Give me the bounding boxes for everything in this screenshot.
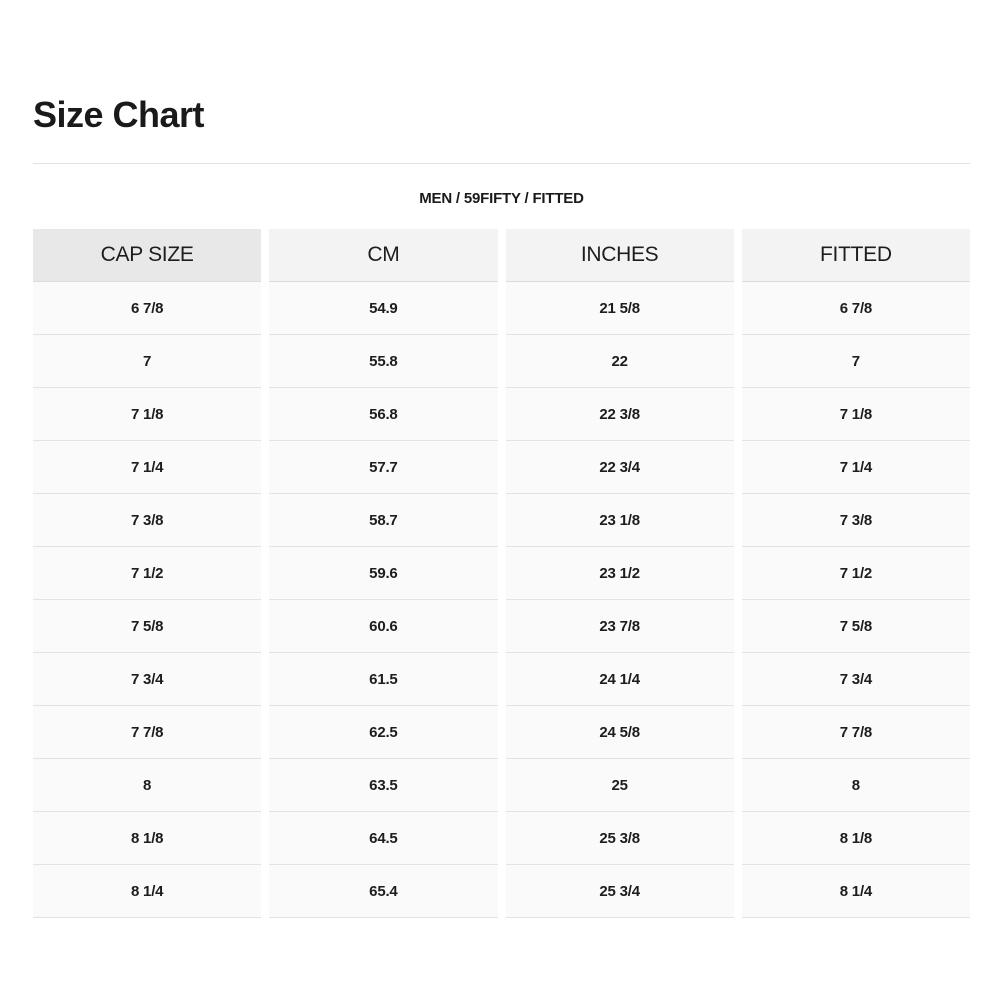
table-row: 7 3/4 61.5 24 1/4 7 3/4 [33,653,970,706]
table-cell: 7 3/4 [741,653,970,706]
size-table-body: 6 7/8 54.9 21 5/8 6 7/8 7 55.8 22 7 7 1/8 56.8 22 … [33,282,970,918]
header-row: CAP SIZE CM INCHES FITTED [33,229,970,282]
table-cell: 57.7 [269,441,498,494]
table-cell: 22 [505,335,734,388]
table-cell: 8 [33,759,262,812]
table-cell: 7 [741,335,970,388]
column-header: INCHES [505,229,734,282]
table-cell: 56.8 [269,388,498,441]
table-cell: 58.7 [269,494,498,547]
table-cell: 7 1/8 [33,388,262,441]
table-cell: 24 5/8 [505,706,734,759]
title-divider [33,163,970,164]
table-row: 7 1/4 57.7 22 3/4 7 1/4 [33,441,970,494]
table-row: 7 5/8 60.6 23 7/8 7 5/8 [33,600,970,653]
table-cell: 7 3/4 [33,653,262,706]
table-cell: 7 5/8 [741,600,970,653]
table-cell: 8 1/8 [741,812,970,865]
table-cell: 7 5/8 [33,600,262,653]
table-cell: 60.6 [269,600,498,653]
table-cell: 25 3/8 [505,812,734,865]
table-row: 7 1/2 59.6 23 1/2 7 1/2 [33,547,970,600]
column-header: CM [269,229,498,282]
table-row: 8 1/4 65.4 25 3/4 8 1/4 [33,865,970,918]
table-cell: 8 [741,759,970,812]
column-header: CAP SIZE [33,229,262,282]
size-table: CAP SIZE CM INCHES FITTED 6 7/8 54.9 21 5/8 6 … [25,229,978,918]
size-table-head: CAP SIZE CM INCHES FITTED [33,229,970,282]
table-row: 7 3/8 58.7 23 1/8 7 3/8 [33,494,970,547]
table-cell: 22 3/4 [505,441,734,494]
size-table-container: CAP SIZE CM INCHES FITTED 6 7/8 54.9 21 5/8 6 … [25,229,978,918]
table-cell: 23 7/8 [505,600,734,653]
table-cell: 7 7/8 [33,706,262,759]
table-cell: 6 7/8 [741,282,970,335]
table-row: 7 1/8 56.8 22 3/8 7 1/8 [33,388,970,441]
table-cell: 7 7/8 [741,706,970,759]
table-cell: 7 3/8 [741,494,970,547]
table-cell: 8 1/4 [33,865,262,918]
table-cell: 64.5 [269,812,498,865]
table-cell: 7 1/2 [741,547,970,600]
table-cell: 7 1/4 [33,441,262,494]
table-cell: 61.5 [269,653,498,706]
table-cell: 25 [505,759,734,812]
table-cell: 6 7/8 [33,282,262,335]
table-cell: 65.4 [269,865,498,918]
page-title: Size Chart [33,94,205,135]
table-cell: 7 3/8 [33,494,262,547]
column-header: FITTED [741,229,970,282]
table-cell: 7 [33,335,262,388]
table-cell: 21 5/8 [505,282,734,335]
table-row: 7 55.8 22 7 [33,335,970,388]
table-cell: 7 1/4 [741,441,970,494]
table-row: 6 7/8 54.9 21 5/8 6 7/8 [33,282,970,335]
table-cell: 59.6 [269,547,498,600]
table-cell: 54.9 [269,282,498,335]
table-cell: 7 1/8 [741,388,970,441]
table-cell: 7 1/2 [33,547,262,600]
table-cell: 63.5 [269,759,498,812]
table-cell: 62.5 [269,706,498,759]
table-cell: 8 1/4 [741,865,970,918]
category-breadcrumb: MEN / 59FIFTY / FITTED [419,190,584,207]
table-row: 8 1/8 64.5 25 3/8 8 1/8 [33,812,970,865]
table-cell: 23 1/2 [505,547,734,600]
table-cell: 8 1/8 [33,812,262,865]
table-cell: 25 3/4 [505,865,734,918]
table-cell: 24 1/4 [505,653,734,706]
table-cell: 22 3/8 [505,388,734,441]
table-cell: 23 1/8 [505,494,734,547]
table-row: 7 7/8 62.5 24 5/8 7 7/8 [33,706,970,759]
table-row: 8 63.5 25 8 [33,759,970,812]
table-cell: 55.8 [269,335,498,388]
